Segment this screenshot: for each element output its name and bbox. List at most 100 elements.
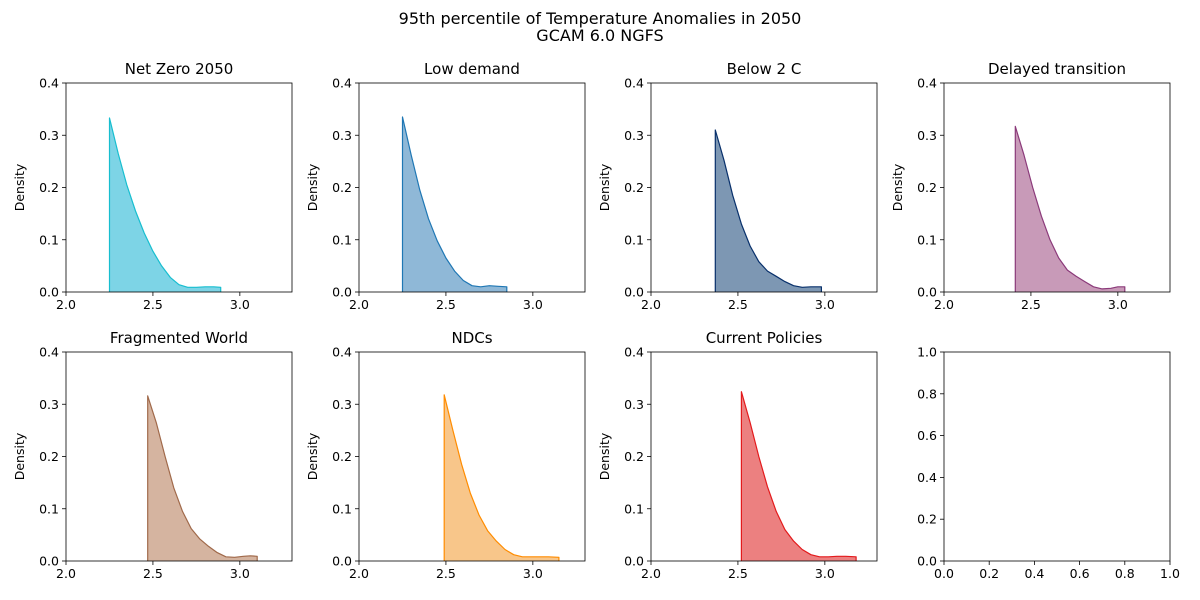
x-tick-label-below-2-c: 3.0 [815, 297, 835, 312]
axes-frame-below-2-c [650, 82, 878, 293]
x-tick-label-empty: 0.6 [1070, 566, 1090, 581]
density-area-below-2-c [715, 130, 822, 292]
y-tick-label-low-demand: 0.3 [332, 128, 352, 143]
y-tick-label-empty: 0.4 [917, 470, 937, 485]
y-tick-label-empty: 0.0 [917, 554, 937, 569]
y-tick-label-low-demand: 0.2 [332, 180, 352, 195]
x-tick-label-empty: 0.2 [979, 566, 999, 581]
y-tick-label-current-policies: 0.2 [624, 449, 644, 464]
x-tick-label-delayed-transition: 3.0 [1108, 297, 1128, 312]
x-tick-label-fragmented-world: 2.0 [56, 566, 76, 581]
density-area-fragmented-world [147, 395, 258, 561]
density-line-current-policies [740, 391, 857, 561]
x-tick-label-current-policies: 2.0 [641, 566, 661, 581]
subplot-low-demand: 2.0 2.5 3.0 0.0 0.1 0.2 0.3 0.4 Low demand Densit… [305, 60, 586, 312]
density-line-below-2-c [714, 129, 822, 292]
x-tick-label-ndcs: 2.5 [436, 566, 456, 581]
x-tick-label-net-zero-2050: 2.0 [56, 297, 76, 312]
figure-title: 95th percentile of Temperature Anomalies… [398, 9, 802, 28]
x-tick-label-ndcs: 3.0 [523, 566, 543, 581]
subplot-current-policies: 2.0 2.5 3.0 0.0 0.1 0.2 0.3 0.4 Current Policies… [597, 329, 878, 581]
density-area-net-zero-2050 [109, 118, 221, 292]
y-tick-label-below-2-c: 0.3 [624, 128, 644, 143]
x-tick-label-low-demand: 3.0 [523, 297, 543, 312]
y-tick-label-below-2-c: 0.1 [624, 232, 644, 247]
axes-frame-low-demand [358, 82, 586, 293]
y-tick-label-net-zero-2050: 0.3 [39, 128, 59, 143]
density-area-current-policies [741, 391, 857, 561]
axes-frame-empty [943, 351, 1171, 562]
y-axis-label-current-policies: Density [597, 432, 612, 480]
subplot-empty: 0.0 0.2 0.4 0.6 0.8 1.0 0.0 0.2 0.4 0.6 0.8 1.0 [917, 345, 1180, 582]
subplot-ndcs: 2.0 2.5 3.0 0.0 0.1 0.2 0.3 0.4 NDCs Density [305, 329, 586, 581]
y-tick-label-empty: 0.2 [917, 512, 937, 527]
x-tick-label-below-2-c: 2.0 [641, 297, 661, 312]
y-axis-label-below-2-c: Density [597, 163, 612, 211]
y-tick-label-fragmented-world: 0.1 [39, 501, 59, 516]
x-tick-label-delayed-transition: 2.0 [934, 297, 954, 312]
y-tick-label-delayed-transition: 0.3 [917, 128, 937, 143]
y-tick-label-fragmented-world: 0.0 [39, 554, 59, 569]
subplot-title-low-demand: Low demand [424, 60, 520, 78]
density-line-ndcs [443, 394, 560, 561]
y-tick-label-delayed-transition: 0.4 [917, 76, 937, 91]
y-tick-label-empty: 0.6 [917, 428, 937, 443]
y-tick-label-current-policies: 0.4 [624, 345, 644, 360]
y-axis-label-delayed-transition: Density [890, 163, 905, 211]
subplot-title-below-2-c: Below 2 C [727, 60, 802, 78]
y-tick-label-below-2-c: 0.0 [624, 285, 644, 300]
x-tick-label-empty: 0.4 [1024, 566, 1044, 581]
figure-subtitle: GCAM 6.0 NGFS [536, 26, 664, 45]
y-tick-label-net-zero-2050: 0.2 [39, 180, 59, 195]
y-tick-label-net-zero-2050: 0.4 [39, 76, 59, 91]
y-tick-label-ndcs: 0.0 [332, 554, 352, 569]
subplot-fragmented-world: 2.0 2.5 3.0 0.0 0.1 0.2 0.3 0.4 Fragmented World… [12, 329, 293, 581]
y-tick-label-ndcs: 0.4 [332, 345, 352, 360]
x-tick-label-net-zero-2050: 3.0 [230, 297, 250, 312]
y-tick-label-empty: 1.0 [917, 345, 937, 360]
y-axis-label-ndcs: Density [305, 432, 320, 480]
density-area-ndcs [444, 394, 559, 561]
axes-frame-net-zero-2050 [65, 82, 293, 293]
y-tick-label-fragmented-world: 0.3 [39, 397, 59, 412]
density-area-low-demand [402, 117, 507, 292]
y-axis-label-low-demand: Density [305, 163, 320, 211]
x-tick-label-current-policies: 3.0 [815, 566, 835, 581]
subplot-title-delayed-transition: Delayed transition [988, 60, 1126, 78]
y-tick-label-delayed-transition: 0.2 [917, 180, 937, 195]
x-tick-label-ndcs: 2.0 [349, 566, 369, 581]
density-line-low-demand [401, 116, 508, 292]
subplot-delayed-transition: 2.0 2.5 3.0 0.0 0.1 0.2 0.3 0.4 Delayed transiti… [890, 60, 1171, 312]
subplot-net-zero-2050: 2.0 2.5 3.0 0.0 0.1 0.2 0.3 0.4 Net Zero 2050 Den… [12, 60, 293, 312]
subplot-below-2-c: 2.0 2.5 3.0 0.0 0.1 0.2 0.3 0.4 Below 2 C Density [597, 60, 878, 312]
y-tick-label-delayed-transition: 0.0 [917, 285, 937, 300]
x-tick-label-net-zero-2050: 2.5 [143, 297, 163, 312]
y-axis-label-net-zero-2050: Density [12, 163, 27, 211]
y-tick-label-empty: 0.8 [917, 386, 937, 401]
y-tick-label-ndcs: 0.2 [332, 449, 352, 464]
y-tick-label-current-policies: 0.0 [624, 554, 644, 569]
x-tick-label-empty: 1.0 [1160, 566, 1180, 581]
x-tick-label-below-2-c: 2.5 [728, 297, 748, 312]
subplot-title-net-zero-2050: Net Zero 2050 [125, 60, 234, 78]
x-tick-label-delayed-transition: 2.5 [1021, 297, 1041, 312]
x-tick-label-low-demand: 2.5 [436, 297, 456, 312]
y-axis-label-fragmented-world: Density [12, 432, 27, 480]
y-tick-label-low-demand: 0.1 [332, 232, 352, 247]
y-tick-label-current-policies: 0.1 [624, 501, 644, 516]
subplot-title-fragmented-world: Fragmented World [110, 329, 248, 347]
y-tick-label-net-zero-2050: 0.1 [39, 232, 59, 247]
y-tick-label-below-2-c: 0.4 [624, 76, 644, 91]
y-tick-label-low-demand: 0.4 [332, 76, 352, 91]
density-line-net-zero-2050 [108, 117, 222, 292]
x-tick-label-current-policies: 2.5 [728, 566, 748, 581]
y-tick-label-below-2-c: 0.2 [624, 180, 644, 195]
y-tick-label-ndcs: 0.3 [332, 397, 352, 412]
x-tick-label-empty: 0.8 [1115, 566, 1135, 581]
x-tick-label-low-demand: 2.0 [349, 297, 369, 312]
x-tick-label-empty: 0.0 [934, 566, 954, 581]
x-tick-label-fragmented-world: 2.5 [143, 566, 163, 581]
y-tick-label-fragmented-world: 0.2 [39, 449, 59, 464]
x-tick-label-fragmented-world: 3.0 [230, 566, 250, 581]
